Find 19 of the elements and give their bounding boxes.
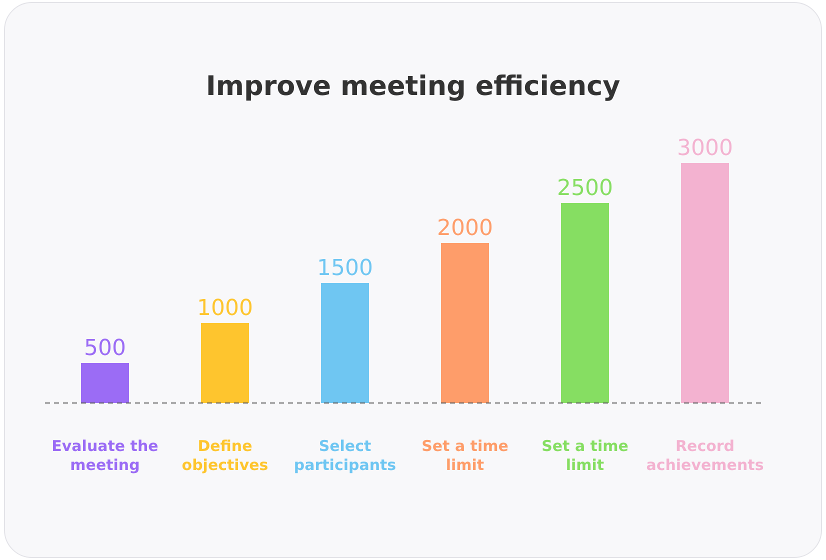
x-tick-label: Evaluate the meeting: [52, 437, 158, 474]
x-tick-label: Select participants: [294, 437, 396, 474]
bar: [561, 203, 609, 403]
bar: [81, 363, 129, 403]
bar: [441, 243, 489, 403]
data-label: 1000: [197, 296, 253, 321]
x-tick-label: Record achievements: [646, 437, 764, 474]
data-label: 2000: [437, 216, 493, 241]
data-label: 1500: [317, 256, 373, 281]
x-tick-label: Set a time limit: [542, 437, 628, 474]
x-tick-label: Set a time limit: [422, 437, 508, 474]
bar: [201, 323, 249, 403]
x-tick-label: Define objectives: [182, 437, 268, 474]
data-label: 3000: [677, 136, 733, 161]
chart-title: Improve meeting efficiency: [204, 71, 622, 102]
data-label: 2500: [557, 176, 613, 201]
data-label: 500: [84, 336, 126, 361]
bar: [321, 283, 369, 403]
bar: [681, 163, 729, 403]
